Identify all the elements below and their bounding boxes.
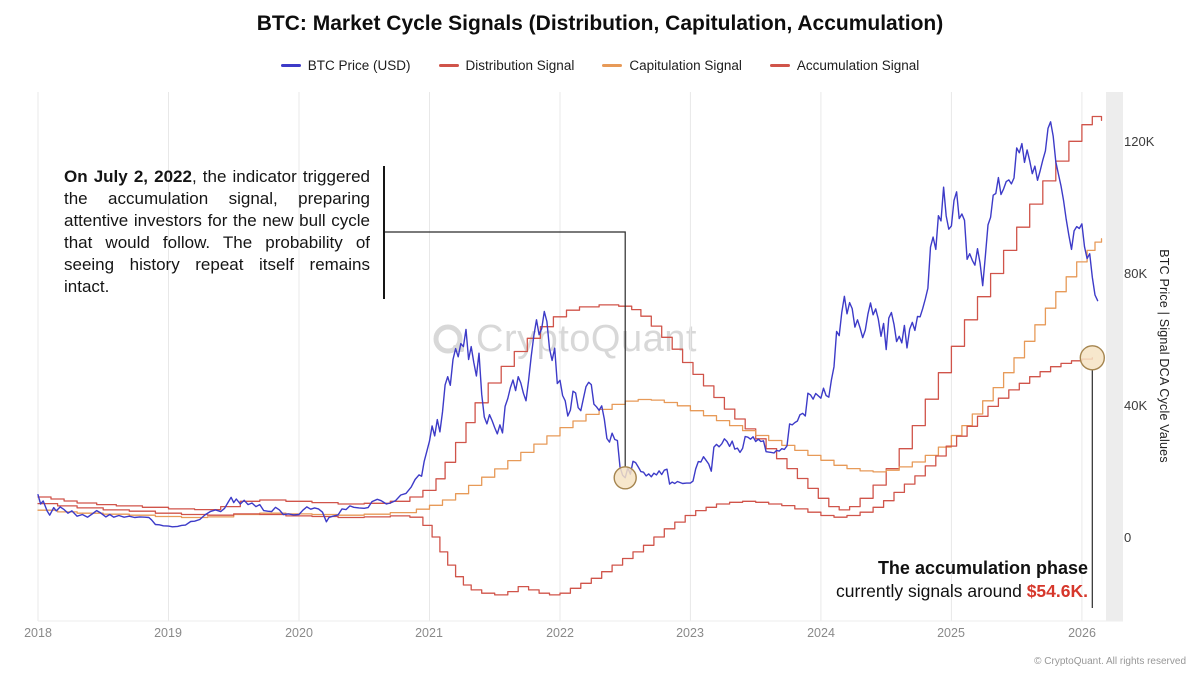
x-tick-label: 2025 (937, 626, 965, 640)
chart-title: BTC: Market Cycle Signals (Distribution,… (256, 12, 944, 35)
annotation-accumulation-line: currently signals around $54.6K. (836, 581, 1088, 601)
y-axis-title: BTC Price | Signal DCA Cycle Values (1157, 249, 1171, 463)
marker-july-2-2022-signal (613, 466, 637, 490)
annotation-accumulation-title: The accumulation phase (877, 558, 1088, 578)
legend-swatch-icon (602, 64, 623, 67)
x-tick-label: 2024 (807, 626, 835, 640)
legend-label: Capitulation Signal (629, 58, 742, 73)
legend-item: BTC Price (USD) (280, 58, 411, 73)
x-tick-label: 2018 (24, 626, 52, 640)
annotation-july-2022: On July 2, 2022, the indicator triggered… (64, 166, 385, 299)
x-tick-label: 2026 (1068, 626, 1096, 640)
legend: BTC Price (USD) Distribution Signal Capitu… (0, 58, 1200, 73)
series-distribution-signal (37, 115, 1103, 511)
series-btc-price-usd (37, 121, 1099, 528)
legend-label: Distribution Signal (465, 58, 575, 73)
watermark-text: CryptoQuant (476, 318, 697, 360)
y-tick-label: 0 (1124, 530, 1132, 545)
x-tick-label: 2023 (676, 626, 704, 640)
legend-swatch-icon (438, 64, 459, 67)
x-tick-label: 2021 (415, 626, 443, 640)
annotation-accumulation-phase: The accumulation phase currently signals… (836, 558, 1088, 602)
x-tick-label: 2022 (546, 626, 574, 640)
legend-swatch-icon (280, 64, 301, 67)
x-tick-label: 2019 (154, 626, 182, 640)
legend-label: Accumulation Signal (796, 58, 920, 73)
annotation-bold-date: On July 2, 2022 (64, 167, 192, 186)
watermark: CryptoQuant (430, 318, 697, 361)
accumulation-value: $54.6K. (1026, 581, 1088, 601)
legend-swatch-icon (769, 64, 790, 67)
x-tick-label: 2020 (285, 626, 313, 640)
connector-july-2022 (384, 231, 626, 467)
legend-label: BTC Price (USD) (307, 58, 411, 73)
marker-current-accumulation-level (1079, 345, 1106, 371)
copyright: © CryptoQuant. All rights reserved (1034, 656, 1186, 667)
legend-item: Accumulation Signal (769, 58, 920, 73)
legend-item: Distribution Signal (438, 58, 575, 73)
y-tick-label: 40K (1124, 398, 1148, 413)
legend-item: Capitulation Signal (602, 58, 742, 73)
series-accumulation-signal (37, 357, 1093, 596)
right-axis-strip (1106, 92, 1123, 621)
y-tick-label: 80K (1124, 266, 1148, 281)
annotation-body: , the indicator triggered the accumulati… (64, 167, 370, 297)
y-tick-label: 120K (1124, 134, 1155, 149)
